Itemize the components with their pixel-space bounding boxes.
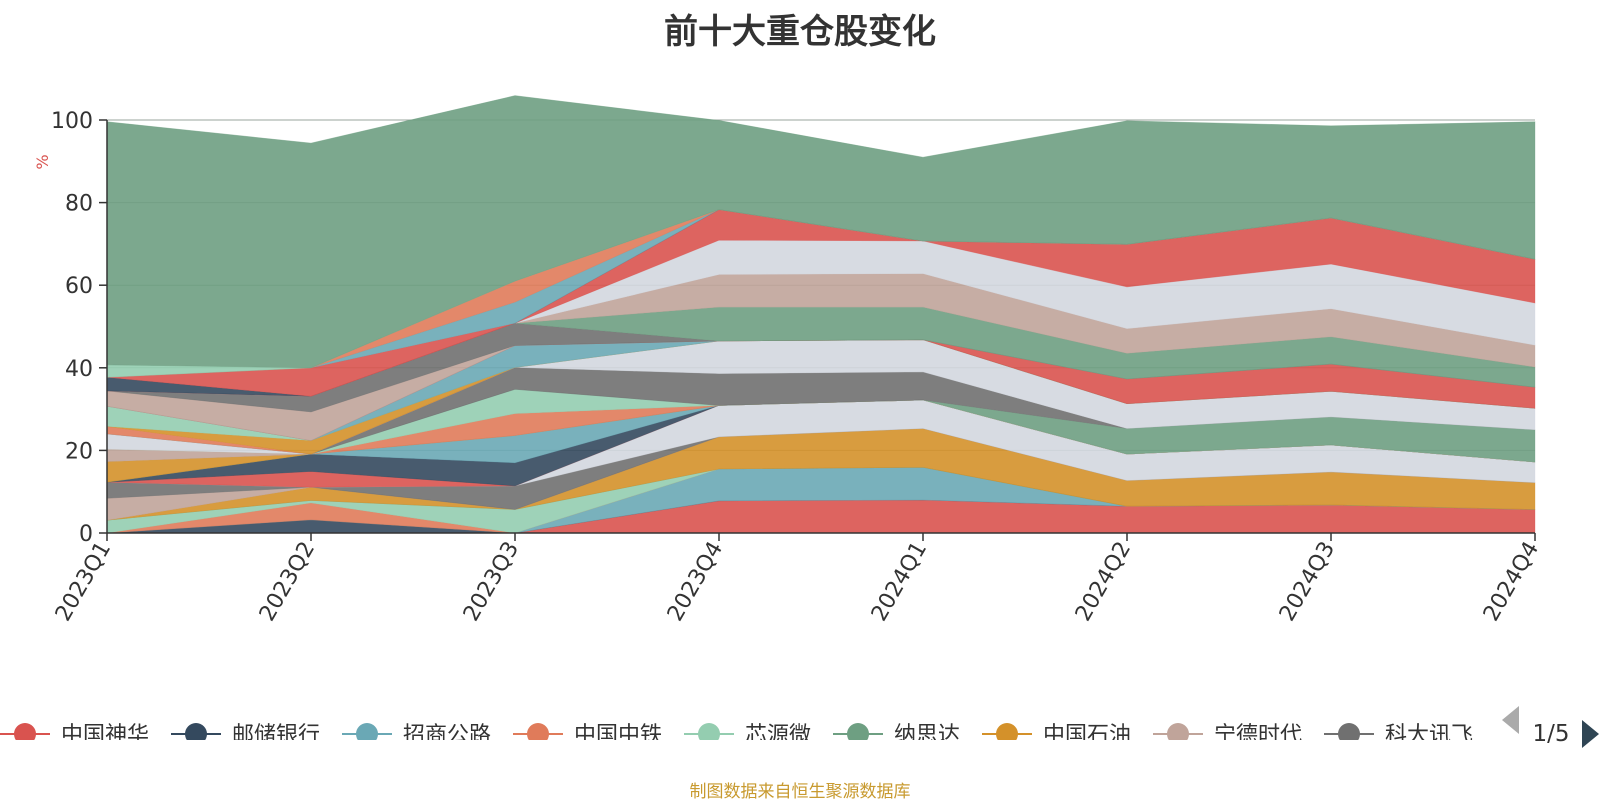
y-tick-label: 60: [65, 274, 93, 299]
legend-page-indicator: 1/5: [1532, 721, 1569, 747]
stacked-areas: [106, 95, 1536, 534]
legend-label: 科大讯飞: [1385, 723, 1473, 748]
legend-label: 宁德时代: [1214, 723, 1302, 748]
x-tick-label: 2023Q3: [459, 538, 524, 626]
legend-item[interactable]: 中国中铁: [513, 723, 662, 748]
x-tick-label: 2024Q4: [1479, 538, 1544, 626]
legend-item[interactable]: 邮储银行: [171, 723, 320, 748]
legend-label: 招商公路: [403, 723, 491, 748]
y-tick-label: 0: [79, 522, 93, 547]
legend-marker-icon: [847, 723, 869, 740]
y-tick-label: 40: [65, 357, 93, 382]
x-tick-label: 2023Q2: [255, 538, 320, 626]
legend-marker-icon: [698, 723, 720, 740]
x-tick-label: 2024Q1: [867, 538, 932, 626]
legend-item[interactable]: 芯源微: [684, 723, 811, 748]
x-tick-label: 2024Q3: [1275, 538, 1340, 626]
legend-marker-icon: [356, 723, 378, 740]
legend-marker-icon: [996, 723, 1018, 740]
legend[interactable]: 中国神华 邮储银行 招商公路 中国中铁 芯源微 纳思达 中国石油 宁德时代 科大讯飞: [0, 723, 1473, 748]
legend-label: 芯源微: [745, 723, 811, 748]
x-tick-label: 2023Q1: [51, 538, 116, 626]
legend-item[interactable]: 中国神华: [0, 723, 149, 748]
legend-marker-icon: [14, 723, 36, 740]
legend-marker-icon: [1167, 723, 1189, 740]
legend-item[interactable]: 中国石油: [982, 723, 1131, 748]
legend-item[interactable]: 纳思达: [833, 723, 960, 748]
source-note: 制图数据来自恒生聚源数据库: [689, 782, 911, 802]
area-series-37: [106, 95, 1536, 369]
y-tick-label: 20: [65, 439, 93, 464]
chart-title: 前十大重仓股变化: [664, 12, 936, 52]
legend-marker-icon: [1338, 723, 1360, 740]
x-tick-label: 2024Q2: [1071, 538, 1136, 626]
legend-marker-icon: [185, 723, 207, 740]
legend-next-icon[interactable]: [1582, 720, 1599, 748]
legend-label: 邮储银行: [232, 723, 320, 748]
x-tick-label: 2023Q4: [663, 538, 728, 626]
y-axis-unit-label: %: [33, 154, 52, 169]
legend-prev-icon[interactable]: [1502, 706, 1519, 734]
y-tick-label: 100: [51, 109, 93, 134]
y-tick-label: 80: [65, 192, 93, 217]
legend-item[interactable]: 宁德时代: [1153, 723, 1302, 748]
legend-marker-icon: [527, 723, 549, 740]
legend-item[interactable]: 招商公路: [342, 723, 491, 748]
legend-pager: 1/5: [1502, 706, 1599, 748]
legend-label: 中国神华: [61, 723, 149, 748]
legend-item[interactable]: 科大讯飞: [1324, 723, 1473, 748]
legend-items: 中国神华 邮储银行 招商公路 中国中铁 芯源微 纳思达 中国石油 宁德时代 科大讯飞: [0, 723, 1473, 748]
legend-label: 中国中铁: [574, 723, 662, 748]
legend-label: 纳思达: [894, 723, 960, 748]
legend-label: 中国石油: [1043, 723, 1131, 748]
